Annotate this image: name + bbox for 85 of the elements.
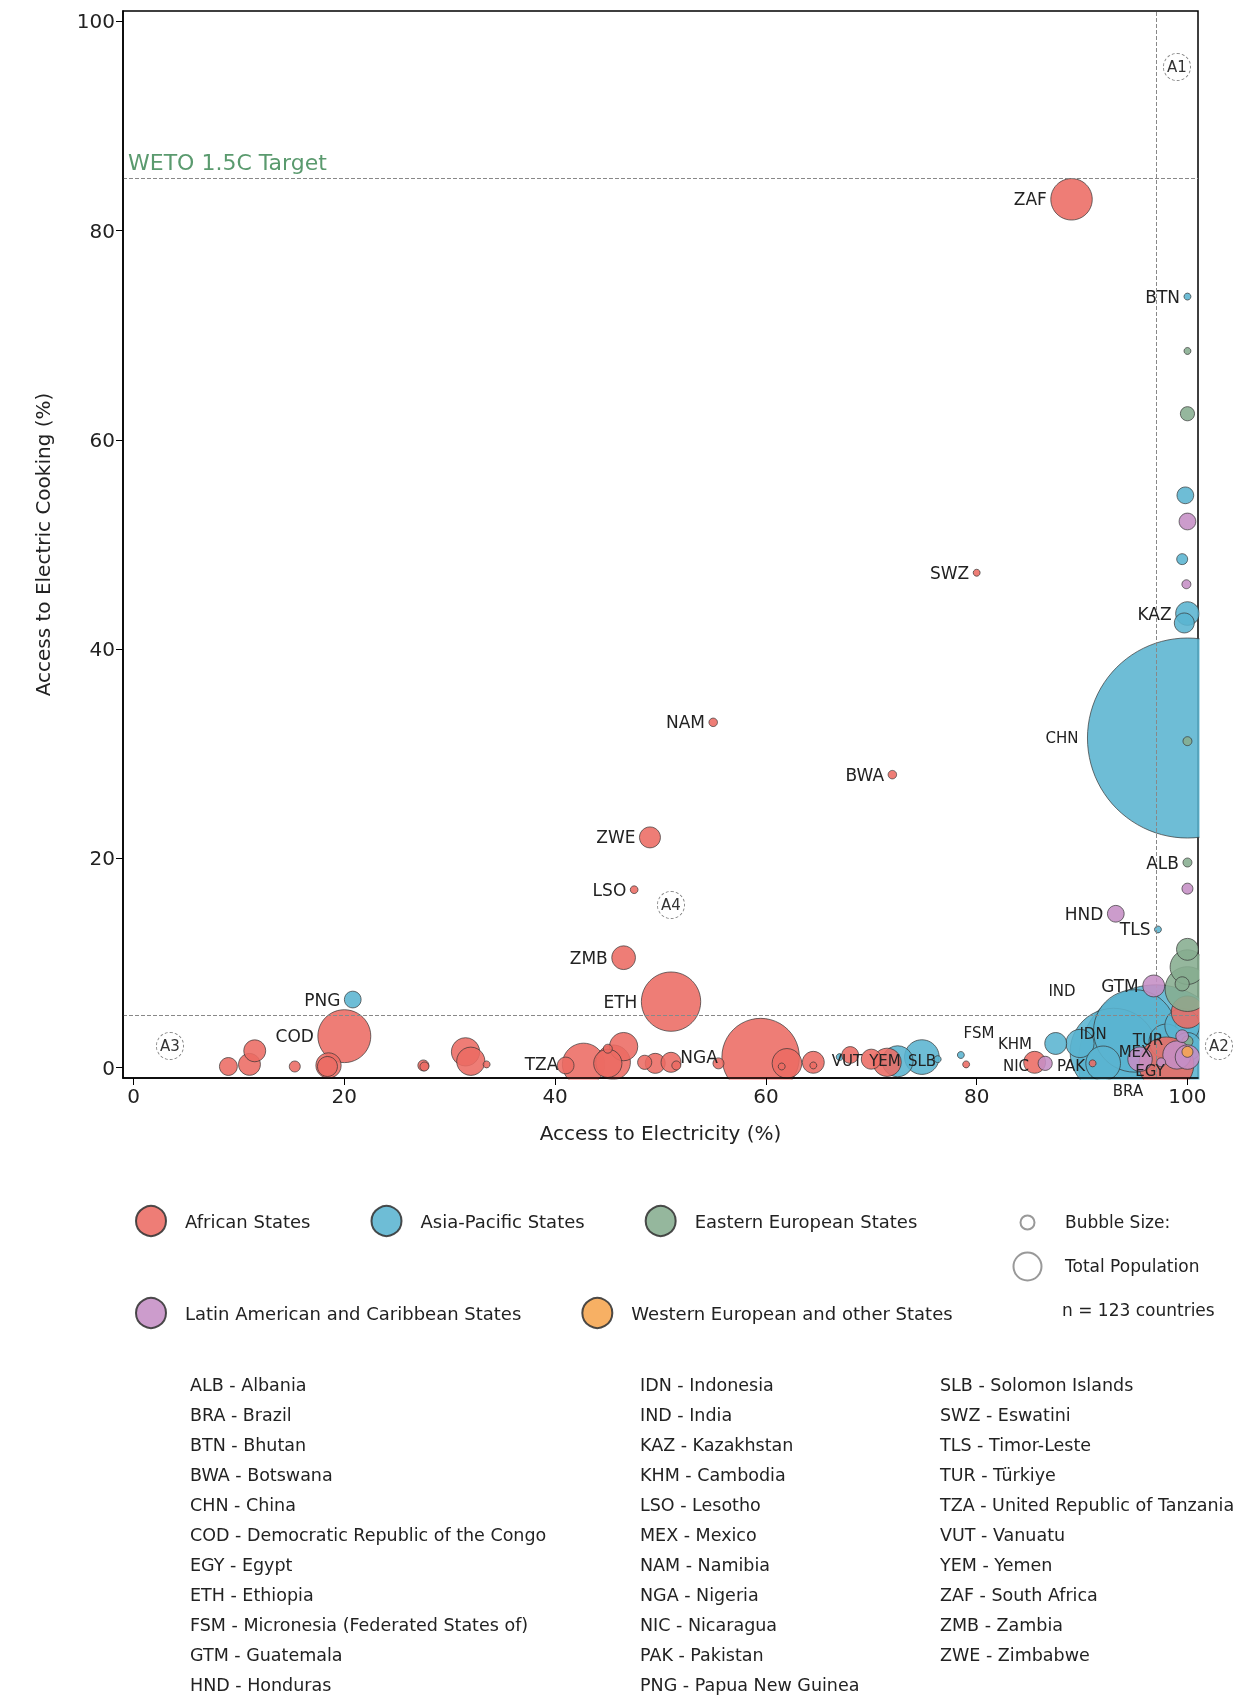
y-tick-label: 40 xyxy=(89,637,115,662)
annotation: PNG xyxy=(304,989,341,1010)
legend-label: Western European and other States xyxy=(631,1302,953,1324)
annotation: KHM xyxy=(997,1035,1033,1053)
annotation: BTN xyxy=(1145,286,1180,307)
y-tick-label: 0 xyxy=(102,1055,115,1080)
text: TZA - United Republic of Tanzania xyxy=(940,1495,1236,1517)
text: ETH - Ethiopia xyxy=(190,1585,315,1607)
annotation: GTM xyxy=(1101,975,1139,996)
annotation: NAM xyxy=(665,712,705,733)
y-tick-label: 80 xyxy=(89,218,115,243)
annotation: ETH xyxy=(603,991,638,1012)
annotation: ZMB xyxy=(569,947,608,968)
text: ZAF - South Africa xyxy=(940,1585,1099,1607)
legend-label: Eastern European States xyxy=(694,1210,918,1232)
text: GTM - Guatemala xyxy=(190,1645,344,1667)
annotation: ALB xyxy=(1146,852,1179,873)
annotation: NGA xyxy=(680,1047,719,1068)
annotation: YEM xyxy=(868,1052,901,1070)
annotation: BWA xyxy=(845,764,885,785)
annotation: SWZ xyxy=(929,562,970,583)
text: ZMB - Zambia xyxy=(940,1615,1064,1637)
text: NIC - Nicaragua xyxy=(640,1615,779,1637)
annotation: FSM xyxy=(963,1024,995,1042)
text: KAZ - Kazakhstan xyxy=(640,1435,795,1457)
text: ZWE - Zimbabwe xyxy=(940,1645,1091,1667)
text: LSO - Lesotho xyxy=(640,1495,762,1517)
text: BTN - Bhutan xyxy=(190,1435,308,1457)
x-axis-title: Access to Electricity (%) xyxy=(539,1121,782,1145)
dashed-circle: A3 xyxy=(156,1032,184,1060)
text: n = 123 countries xyxy=(1062,1300,1215,1320)
text: PNG - Papua New Guinea xyxy=(640,1675,861,1697)
text: HND - Honduras xyxy=(190,1675,333,1697)
y-tick-label: 100 xyxy=(76,9,115,34)
legend-label: Asia-Pacific States xyxy=(420,1210,585,1232)
x-tick-label: 20 xyxy=(331,1084,358,1108)
text: NAM - Namibia xyxy=(640,1555,772,1577)
x-tick-label: 0 xyxy=(127,1084,140,1108)
dashed-circle: A4 xyxy=(657,891,685,919)
x-tick-label: 80 xyxy=(963,1084,990,1108)
annotation: ZWE xyxy=(596,827,636,848)
annotation: TLS xyxy=(1118,919,1151,940)
x-tick-label: 100 xyxy=(1168,1084,1207,1108)
y-tick-label: 60 xyxy=(89,427,115,452)
text: VUT - Vanuatu xyxy=(940,1525,1067,1547)
text: YEM - Yemen xyxy=(940,1555,1054,1577)
annotation: LSO xyxy=(592,879,627,900)
annotation: ZAF xyxy=(1013,189,1047,210)
x-tick-label: 40 xyxy=(542,1084,568,1108)
annotation: EGY xyxy=(1135,1062,1166,1080)
text: ALB - Albania xyxy=(190,1375,308,1397)
y-axis-title: Access to Electric Cooking (%) xyxy=(31,392,55,697)
text: BRA - Brazil xyxy=(190,1405,293,1427)
text: Bubble Size: xyxy=(1065,1212,1171,1232)
text: Total Population xyxy=(1065,1256,1200,1276)
annotation: CHN xyxy=(1045,729,1079,747)
annotation: IDN xyxy=(1079,1025,1107,1043)
text: IDN - Indonesia xyxy=(640,1375,775,1397)
y-tick-label: 20 xyxy=(89,846,115,871)
text: TLS - Timor-Leste xyxy=(940,1435,1093,1457)
text: SLB - Solomon Islands xyxy=(940,1375,1135,1397)
annotation: TZA xyxy=(523,1054,559,1075)
annotation: KAZ xyxy=(1137,603,1172,624)
dashed-circle: A1 xyxy=(1163,53,1191,81)
annotation: HND xyxy=(1064,903,1104,924)
text: FSM - Micronesia (Federated States of) xyxy=(190,1615,530,1637)
text: CHN - China xyxy=(190,1495,297,1517)
text: TUR - Türkiye xyxy=(940,1465,1057,1487)
text: BRA xyxy=(1112,1082,1144,1100)
text: KHM - Cambodia xyxy=(640,1465,787,1487)
text: COD - Democratic Republic of the Congo xyxy=(190,1525,548,1547)
ref-line-label: WETO 1.5C Target xyxy=(128,149,328,175)
text: BWA - Botswana xyxy=(190,1465,334,1487)
x-tick-label: 60 xyxy=(753,1084,779,1108)
text: SWZ - Eswatini xyxy=(940,1405,1072,1427)
annotation: SLB xyxy=(907,1052,937,1070)
text: EGY - Egypt xyxy=(190,1555,294,1577)
legend-label: Latin American and Caribbean States xyxy=(185,1302,522,1324)
legend-label: African States xyxy=(185,1210,311,1232)
text: PAK - Pakistan xyxy=(640,1645,765,1667)
text: IND - India xyxy=(640,1405,734,1427)
annotation: COD xyxy=(275,1026,314,1047)
text: NGA - Nigeria xyxy=(640,1585,760,1607)
text: MEX - Mexico xyxy=(640,1525,758,1547)
annotation: IND xyxy=(1048,982,1076,1000)
